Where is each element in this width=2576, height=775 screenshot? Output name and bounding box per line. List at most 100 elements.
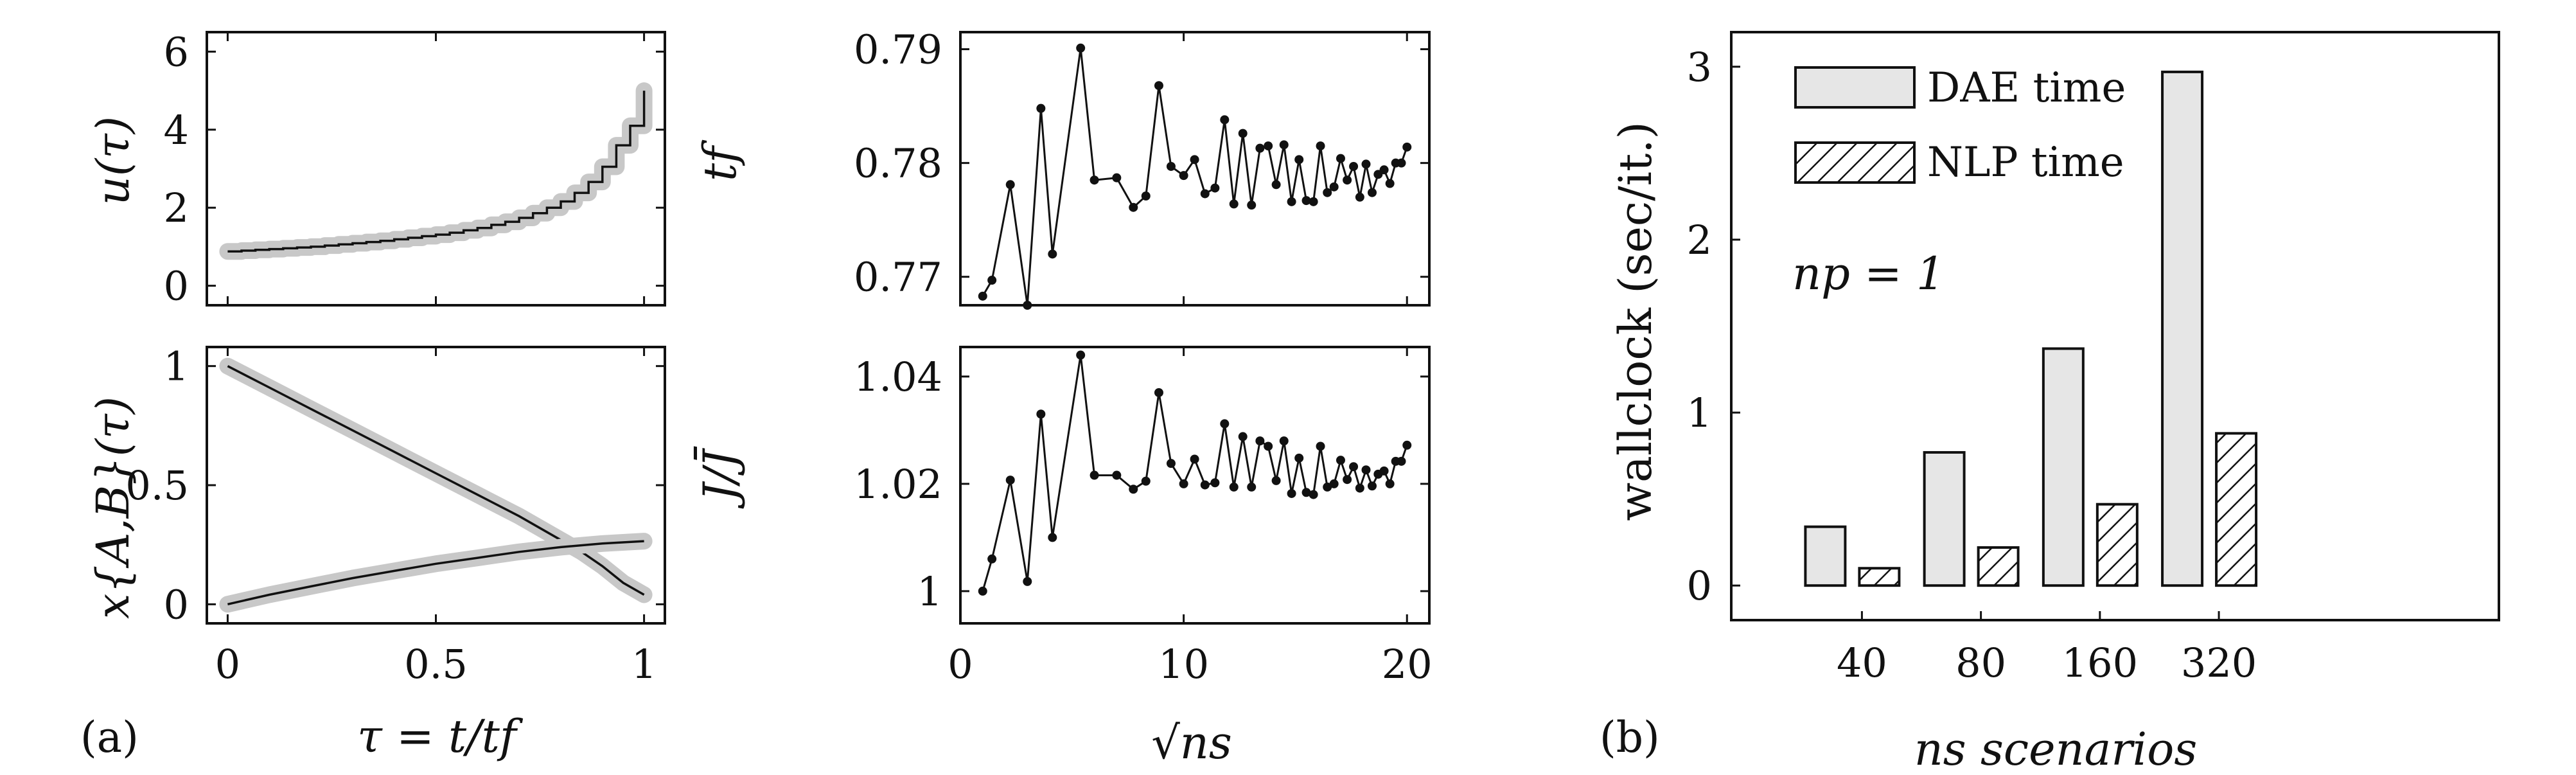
J-point-25 [1287,488,1296,498]
bar-ytick-label: 1 [1687,389,1712,436]
J-point-6 [1076,350,1086,360]
tf-point-12 [1166,161,1176,171]
J-point-21 [1255,436,1265,446]
bar-ytick-label: 3 [1687,44,1712,91]
tf-point-18 [1229,199,1239,209]
J-point-28 [1309,490,1318,499]
J-axes-frame [959,346,1431,625]
tf-point-21 [1255,143,1265,153]
left-xlabel: τ = t/tf [357,710,524,763]
J-point-32 [1336,456,1345,465]
J-series-0-line [982,355,1408,592]
legend-label-dae: DAE time [1927,64,2126,112]
x-ytick-label: 0.5 [125,462,189,509]
bar-xtick-label: 40 [1837,639,1887,686]
tf-ytick-label: 0.79 [854,26,942,73]
J-ytick-label: 1 [917,568,942,615]
x-ytick-label: 0 [164,581,189,628]
tf-point-34 [1349,161,1359,171]
tf-point-23 [1271,180,1281,190]
x-series-1-line [227,540,644,606]
tf-point-25 [1287,197,1296,206]
panel-label-b: (b) [1600,713,1660,762]
tf-point-30 [1323,188,1332,197]
tf-point-39 [1379,165,1389,175]
bar-xlabel: ns scenarios [1914,723,2198,775]
J-point-12 [1166,459,1176,468]
tf-point-6 [1076,43,1086,53]
tf-ytick-label: 0.77 [854,254,942,301]
bar-dae-time-160 [2042,347,2085,587]
tf-point-1 [987,276,997,285]
u-ytick-label: 2 [164,184,189,231]
J-xtick-label: 20 [1382,641,1433,688]
tf-point-42 [1397,158,1406,168]
J-xtick-label: 0 [948,641,973,688]
tf-point-15 [1200,189,1210,199]
J-ylabel: J/J̄ [693,445,746,508]
x-ylabel: x{A,B}(τ) [87,396,139,619]
J-point-14 [1190,454,1199,464]
J-point-15 [1200,480,1210,490]
J-point-7 [1090,470,1099,480]
J-point-3 [1023,576,1032,586]
tf-point-26 [1294,155,1304,165]
tf-point-16 [1210,183,1220,193]
J-point-20 [1247,482,1257,492]
middle-xlabel: √ns [1151,717,1232,769]
u-series-0-line [227,91,646,253]
tf-point-9 [1129,202,1138,212]
bar-dae-time-320 [2161,70,2204,587]
J-ytick-label: 1.04 [854,353,942,400]
tf-point-24 [1279,140,1289,150]
J-point-0 [978,586,987,596]
bar-dae-time-80 [1923,450,1966,587]
bar-xtick-label: 320 [2181,639,2257,686]
J-point-18 [1229,482,1239,492]
J-xtick-label: 10 [1158,641,1209,688]
J-point-5 [1048,533,1057,542]
J-point-10 [1141,476,1151,486]
J-point-22 [1264,441,1273,451]
J-point-17 [1220,419,1230,429]
bar-axes-frame [1730,31,2500,621]
tf-point-17 [1220,115,1230,125]
bar-ytick-label: 2 [1687,217,1712,263]
tf-point-43 [1402,142,1412,152]
tf-point-10 [1141,192,1151,200]
tf-point-33 [1343,175,1352,185]
tf-point-0 [978,291,987,301]
J-point-30 [1323,482,1332,492]
J-point-26 [1294,453,1304,463]
J-point-36 [1361,465,1371,475]
J-point-2 [1005,476,1015,485]
J-point-9 [1129,485,1138,494]
tf-point-22 [1264,141,1273,151]
bar-nlp-time-40 [1858,567,1901,587]
J-point-13 [1179,479,1188,488]
x-ytick-label: 1 [164,343,189,390]
J-point-42 [1397,456,1406,466]
J-point-37 [1367,481,1377,491]
tf-series-0-line [982,48,1408,306]
J-point-1 [987,554,997,564]
u-ytick-label: 4 [164,107,189,154]
J-point-33 [1343,475,1352,485]
tf-point-40 [1385,179,1395,188]
x-series-0-line [227,365,645,596]
tf-point-11 [1154,81,1163,91]
tf-axes-frame [959,31,1431,307]
J-point-19 [1238,432,1248,441]
legend-swatch-dae [1794,66,1916,109]
tf-point-19 [1238,129,1248,138]
u-ylabel: u(τ) [87,116,139,205]
J-point-40 [1385,479,1395,488]
J-point-43 [1402,440,1412,450]
legend-label-nlp: NLP time [1927,139,2124,186]
x-xtick-label: 0 [215,641,240,688]
J-point-8 [1112,470,1122,480]
J-point-35 [1355,483,1364,493]
tf-point-28 [1309,197,1318,206]
tf-point-32 [1336,154,1345,163]
